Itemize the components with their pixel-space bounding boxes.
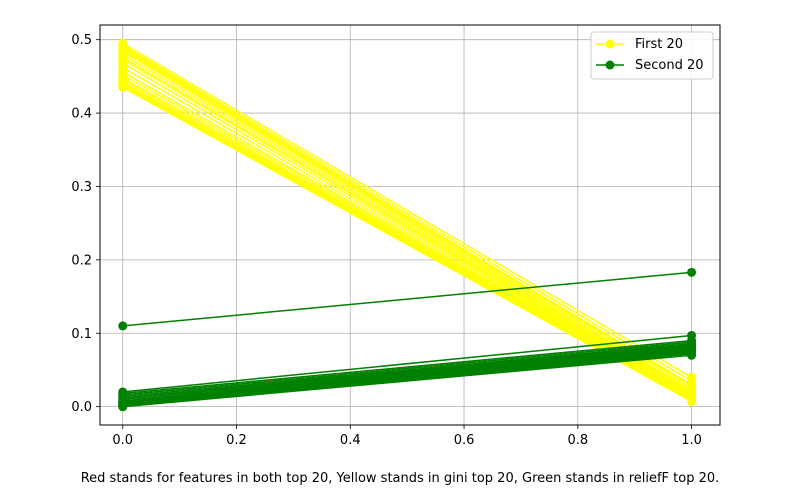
second-20-line-3 <box>122 339 692 395</box>
legend-marker-second-20 <box>605 60 615 70</box>
first-20-line-5 <box>122 49 692 389</box>
second-20-point-20-1 <box>687 350 697 360</box>
second-20-line-7 <box>122 344 692 401</box>
legend-label-first-20: First 20 <box>635 37 683 52</box>
x-tick-label: 0.2 <box>226 433 247 448</box>
first-20-point-20-1 <box>687 397 697 407</box>
second-20-line-6 <box>122 343 692 399</box>
x-tick-label: 0.4 <box>340 433 361 448</box>
y-tick-label: 0.4 <box>71 107 92 122</box>
second-20-point-20-0 <box>118 402 128 412</box>
first-20-line-7 <box>122 53 692 393</box>
legend: First 20 Second 20 <box>590 31 714 80</box>
figure-caption: Red stands for features in both top 20, … <box>80 471 720 486</box>
first-20-line-11 <box>122 66 692 398</box>
first-20-line-6 <box>122 50 692 392</box>
y-tick-label: 0.0 <box>71 400 92 415</box>
second-20-point-1-1 <box>687 267 697 277</box>
second-20-line-4 <box>122 341 692 396</box>
plot-frame <box>99 24 721 426</box>
legend-label-second-20: Second 20 <box>635 58 704 73</box>
legend-marker-first-20 <box>605 39 615 49</box>
first-20-line-1 <box>122 42 692 378</box>
second-20-line-1 <box>122 271 692 327</box>
first-20-line-8 <box>122 56 692 395</box>
grid <box>100 25 720 425</box>
y-tick-label: 0.5 <box>71 33 92 48</box>
y-tick-label: 0.2 <box>71 253 92 268</box>
y-tick-label: 0.1 <box>71 327 92 342</box>
second-20-point-1-0 <box>118 321 128 331</box>
x-axis-ticks: 0.0 0.2 0.4 0.6 0.8 1.0 <box>112 425 702 448</box>
first-20-line-12 <box>122 71 692 398</box>
second-20-line-20 <box>122 354 692 408</box>
y-axis-ticks: 0.0 0.1 0.2 0.3 0.4 0.5 <box>71 33 100 415</box>
first-20-line-9 <box>122 58 692 396</box>
first-20-line-4 <box>122 47 692 387</box>
x-tick-label: 0.6 <box>454 433 475 448</box>
x-tick-label: 0.0 <box>112 433 133 448</box>
y-tick-label: 0.3 <box>71 180 92 195</box>
x-tick-label: 0.8 <box>567 433 588 448</box>
x-tick-label: 1.0 <box>681 433 702 448</box>
first-20-line-2 <box>122 44 692 382</box>
chart-canvas: 0.0 0.2 0.4 0.6 0.8 1.0 0.0 0.1 0.2 0.3 0.4 0.5 Fi… <box>71 24 721 448</box>
second-20-line-5 <box>122 342 692 398</box>
first-20-line-10 <box>122 62 692 397</box>
first-20-line-13 <box>122 74 692 399</box>
second-20-line-2 <box>122 334 692 393</box>
first-20-point-20-0 <box>118 82 128 92</box>
series-lines <box>118 38 697 412</box>
first-20-line-3 <box>122 46 692 386</box>
